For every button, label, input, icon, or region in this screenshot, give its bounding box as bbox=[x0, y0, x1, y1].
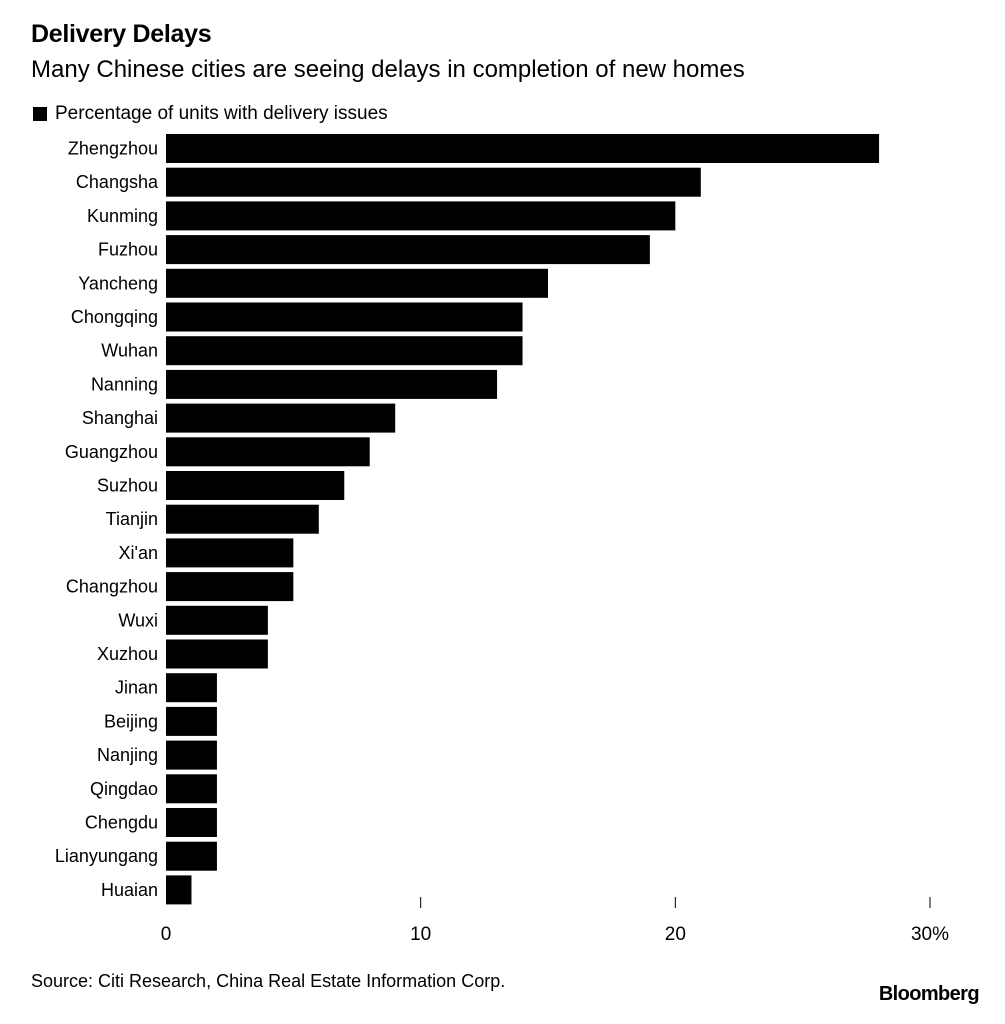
category-label: Fuzhou bbox=[98, 240, 158, 260]
category-label: Beijing bbox=[104, 711, 158, 731]
category-label: Lianyungang bbox=[55, 846, 158, 866]
bar bbox=[166, 403, 396, 433]
category-label: Guangzhou bbox=[65, 442, 158, 462]
bar bbox=[166, 336, 523, 366]
bar bbox=[166, 673, 217, 703]
chart-title: Delivery Delays bbox=[31, 20, 212, 48]
category-label: Shanghai bbox=[82, 408, 158, 428]
bar bbox=[166, 572, 294, 602]
bar bbox=[166, 639, 268, 669]
category-label: Suzhou bbox=[97, 476, 158, 496]
bar bbox=[166, 369, 498, 399]
category-label: Chongqing bbox=[71, 307, 158, 327]
legend: Percentage of units with delivery issues bbox=[33, 103, 388, 125]
bar bbox=[166, 471, 345, 500]
bar bbox=[166, 437, 370, 467]
category-label: Nanning bbox=[91, 374, 158, 394]
bar bbox=[166, 841, 217, 871]
bar bbox=[166, 538, 294, 568]
category-label: Wuxi bbox=[118, 610, 158, 630]
bloomberg-logo: Bloomberg bbox=[878, 983, 980, 1005]
x-tick-label: 20 bbox=[665, 924, 686, 945]
bar-chart: Zhengzhou Changsha Kunming Fuzhou Yancheng Ch… bbox=[55, 134, 949, 945]
bar bbox=[166, 504, 319, 534]
category-label: Yancheng bbox=[78, 273, 158, 293]
category-label: Wuhan bbox=[101, 341, 158, 361]
bar bbox=[166, 201, 676, 231]
x-tick-label: 10 bbox=[410, 924, 431, 945]
category-label: Xuzhou bbox=[97, 644, 158, 664]
x-tick-label: 30% bbox=[911, 924, 949, 945]
category-label: Qingdao bbox=[90, 779, 158, 799]
bar bbox=[166, 774, 217, 804]
category-label: Huaian bbox=[101, 880, 158, 900]
category-label: Xi'an bbox=[119, 543, 158, 563]
category-label: Zhengzhou bbox=[68, 139, 158, 159]
bar bbox=[166, 134, 880, 163]
x-tick-label: 0 bbox=[161, 924, 172, 945]
legend-swatch bbox=[33, 107, 47, 121]
category-label: Kunming bbox=[87, 206, 158, 226]
bar bbox=[166, 235, 650, 265]
chart-subtitle: Many Chinese cities are seeing delays in… bbox=[31, 56, 745, 83]
category-label: Jinan bbox=[115, 678, 158, 698]
category-label: Tianjin bbox=[106, 509, 158, 529]
bar bbox=[166, 706, 217, 736]
legend-label: Percentage of units with delivery issues bbox=[55, 103, 388, 124]
bar bbox=[166, 268, 548, 298]
bar bbox=[166, 302, 523, 332]
category-label: Changzhou bbox=[66, 577, 158, 597]
bar bbox=[166, 808, 217, 837]
category-label: Chengdu bbox=[85, 813, 158, 833]
category-label: Nanjing bbox=[97, 745, 158, 765]
bar bbox=[166, 605, 268, 635]
source-note: Source: Citi Research, China Real Estate… bbox=[31, 971, 506, 991]
category-label: Changsha bbox=[76, 172, 159, 192]
bar bbox=[166, 167, 701, 197]
bar bbox=[166, 740, 217, 770]
bar bbox=[166, 875, 192, 905]
